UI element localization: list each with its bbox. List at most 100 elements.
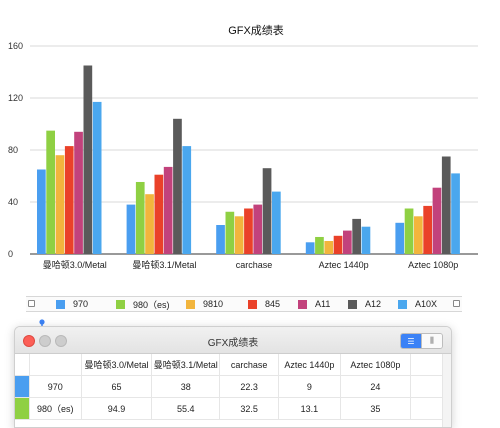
- legend-item[interactable]: 970: [56, 298, 88, 310]
- legend-item[interactable]: A11: [298, 298, 330, 310]
- x-category-label: Aztec 1440p: [319, 260, 369, 270]
- list-view-icon[interactable]: ☰: [401, 334, 421, 348]
- table-cell[interactable]: 980（es): [29, 397, 82, 420]
- legend-label: 970: [73, 299, 89, 309]
- y-tick-label: 80: [8, 145, 18, 155]
- bar[interactable]: [451, 173, 460, 254]
- x-category-label: 曼哈顿3.1/Metal: [132, 259, 196, 270]
- bar[interactable]: [423, 205, 432, 254]
- legend-left-handle[interactable]: [28, 300, 35, 307]
- bar[interactable]: [46, 130, 55, 254]
- bar[interactable]: [414, 216, 423, 254]
- y-tick-label: 0: [8, 249, 13, 259]
- view-mode-toggle: ☰ ⫼: [400, 333, 443, 349]
- legend-item[interactable]: 845: [248, 298, 280, 310]
- data-table: 曼哈顿3.0/Metal 曼哈顿3.1/Metal carchase Aztec…: [15, 354, 451, 420]
- table-header-cell[interactable]: 曼哈顿3.0/Metal: [81, 354, 153, 376]
- legend-label: 980（es): [133, 299, 170, 310]
- table-header-cell[interactable]: 曼哈顿3.1/Metal: [151, 354, 221, 376]
- table-header-cell[interactable]: Aztec 1080p: [340, 354, 411, 376]
- bar[interactable]: [83, 65, 93, 255]
- table-cell[interactable]: 55.4: [151, 397, 221, 420]
- table-header-cell: [15, 354, 30, 376]
- zoom-window-icon[interactable]: [55, 335, 67, 347]
- bar[interactable]: [163, 166, 173, 254]
- bar[interactable]: [404, 208, 414, 255]
- close-window-icon[interactable]: [23, 335, 35, 347]
- bar[interactable]: [64, 146, 74, 254]
- table-cell[interactable]: 24: [340, 375, 411, 398]
- bar-chart: GFX成绩表 0 40 80 120 160 曼哈顿3.0/Metal 曼哈顿3.1/Me…: [8, 23, 478, 270]
- bar[interactable]: [234, 216, 244, 254]
- bar[interactable]: [361, 226, 371, 254]
- bar[interactable]: [432, 187, 442, 254]
- bar[interactable]: [253, 204, 263, 254]
- legend-right-handle[interactable]: [453, 300, 460, 307]
- bar[interactable]: [244, 208, 253, 255]
- x-category-label: 曼哈顿3.0/Metal: [43, 259, 107, 270]
- table-cell[interactable]: 9: [278, 375, 341, 398]
- bar[interactable]: [216, 225, 225, 254]
- legend-swatch: [398, 299, 407, 309]
- series-color-swatch[interactable]: [15, 397, 30, 420]
- legend-label: 9810: [203, 299, 224, 309]
- table-header-cell[interactable]: carchase: [219, 354, 279, 376]
- legend-swatch: [298, 299, 307, 309]
- bar[interactable]: [37, 169, 46, 255]
- y-axis: 0 40 80 120 160: [8, 41, 23, 259]
- bar[interactable]: [182, 146, 192, 254]
- table-header-cell[interactable]: Aztec 1440p: [278, 354, 341, 376]
- bar[interactable]: [126, 204, 136, 254]
- table-cell[interactable]: 22.3: [219, 375, 279, 398]
- bar[interactable]: [324, 241, 334, 254]
- table-header-cell: [29, 354, 82, 376]
- bar[interactable]: [343, 230, 352, 254]
- bar[interactable]: [333, 235, 343, 254]
- bar[interactable]: [145, 194, 154, 254]
- table-cell[interactable]: 13.1: [278, 397, 341, 420]
- bar[interactable]: [262, 168, 272, 254]
- legend-item[interactable]: A10X: [398, 298, 437, 310]
- series-color-swatch[interactable]: [15, 375, 30, 398]
- bar[interactable]: [352, 218, 361, 254]
- legend-item[interactable]: A12: [348, 298, 381, 310]
- y-tick-label: 40: [8, 197, 18, 207]
- legend-swatch: [186, 299, 195, 309]
- table-cell[interactable]: 38: [151, 375, 221, 398]
- legend-label: A12: [365, 299, 382, 309]
- legend-item[interactable]: 980（es): [116, 298, 170, 310]
- legend-label: A11: [315, 299, 331, 309]
- table-cell[interactable]: 94.9: [81, 397, 153, 420]
- bar[interactable]: [272, 191, 281, 254]
- bar[interactable]: [315, 236, 324, 254]
- bar[interactable]: [55, 155, 65, 254]
- bars: [37, 65, 460, 255]
- x-category-label: Aztec 1080p: [408, 260, 458, 270]
- minimize-window-icon[interactable]: [39, 335, 51, 347]
- table-cell[interactable]: 970: [29, 375, 82, 398]
- bar[interactable]: [441, 156, 451, 255]
- column-view-icon[interactable]: ⫼: [421, 334, 442, 348]
- bar[interactable]: [305, 242, 315, 254]
- table-header-row: 曼哈顿3.0/Metal 曼哈顿3.1/Metal carchase Aztec…: [15, 354, 451, 376]
- bar[interactable]: [395, 222, 405, 254]
- bar[interactable]: [135, 181, 145, 254]
- x-axis: 曼哈顿3.0/Metal 曼哈顿3.1/Metal carchase Aztec 14…: [43, 259, 458, 270]
- legend-swatch: [248, 299, 257, 309]
- table-cell[interactable]: 32.5: [219, 397, 279, 420]
- vertical-scrollbar[interactable]: [442, 354, 451, 427]
- table-cell[interactable]: 65: [81, 375, 153, 398]
- bar[interactable]: [92, 101, 102, 255]
- legend-swatch: [116, 299, 125, 309]
- bar[interactable]: [225, 211, 235, 254]
- table-cell[interactable]: 35: [340, 397, 411, 420]
- legend-item[interactable]: 9810: [186, 298, 223, 310]
- bar[interactable]: [74, 131, 83, 254]
- bar[interactable]: [154, 174, 164, 254]
- bar[interactable]: [173, 118, 182, 254]
- legend-swatch: [56, 299, 65, 309]
- table-row[interactable]: 980（es) 94.9 55.4 32.5 13.1 35: [15, 397, 451, 420]
- data-table-window: GFX成绩表 ☰ ⫼ 曼哈顿3.0/Metal 曼哈顿3.1/Metal car…: [14, 326, 452, 428]
- table-row[interactable]: 970 65 38 22.3 9 24: [15, 375, 451, 398]
- selection-marker-icon: [39, 319, 45, 327]
